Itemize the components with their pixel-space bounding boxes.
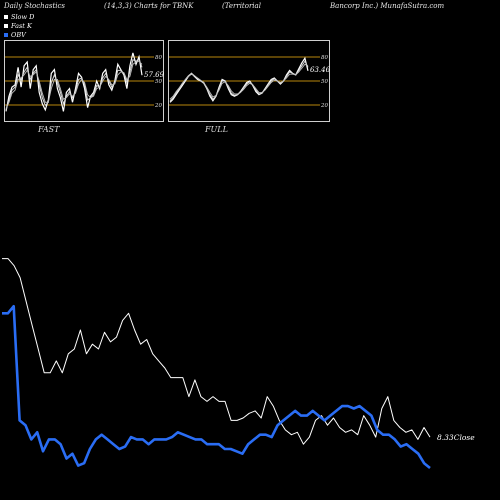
fast-level-label-20: 20 bbox=[154, 103, 162, 109]
header-source: Bancorp Inc.) MunafaSutra.com bbox=[330, 2, 445, 10]
close-value-label: 8.33Close bbox=[437, 433, 475, 442]
obv-line bbox=[2, 304, 431, 470]
full-level-label-20: 20 bbox=[320, 103, 328, 109]
legend-obv-swatch bbox=[4, 33, 8, 37]
legend-fast-k-swatch bbox=[4, 24, 8, 28]
price-obv-chart: 8.33Close bbox=[2, 258, 475, 470]
header-company: (Territorial bbox=[222, 2, 261, 10]
fast-stochastic-panel: 80 50 20 57.69 bbox=[4, 40, 164, 122]
legend-slow-d-swatch bbox=[4, 15, 8, 19]
full-level-label-50: 50 bbox=[321, 79, 328, 85]
fast-series-2 bbox=[5, 60, 143, 109]
fast-panel-title: FAST bbox=[38, 125, 60, 134]
header-params: (14,3,3) Charts for TBNK bbox=[104, 2, 194, 10]
legend-fast-k-label: Fast K bbox=[11, 22, 32, 30]
price-line bbox=[2, 258, 431, 445]
full-last-value: 63.46 bbox=[310, 66, 330, 74]
legend-obv: OBV bbox=[4, 31, 26, 39]
legend-obv-label: OBV bbox=[11, 31, 26, 39]
full-panel-title: FULL bbox=[205, 125, 228, 134]
header-title: Daily Stochastics bbox=[4, 2, 66, 10]
fast-level-label-50: 50 bbox=[155, 79, 162, 85]
full-stochastic-panel: 80 50 20 63.46 bbox=[168, 40, 330, 122]
legend-slow-d-label: Slow D bbox=[11, 13, 35, 21]
full-level-label-80: 80 bbox=[321, 55, 328, 61]
fast-level-label-80: 80 bbox=[155, 55, 162, 61]
full-series-2 bbox=[169, 63, 309, 100]
fast-last-value: 57.69 bbox=[144, 71, 164, 79]
legend-slow-d: Slow D bbox=[4, 13, 34, 21]
legend-fast-k: Fast K bbox=[4, 22, 32, 30]
